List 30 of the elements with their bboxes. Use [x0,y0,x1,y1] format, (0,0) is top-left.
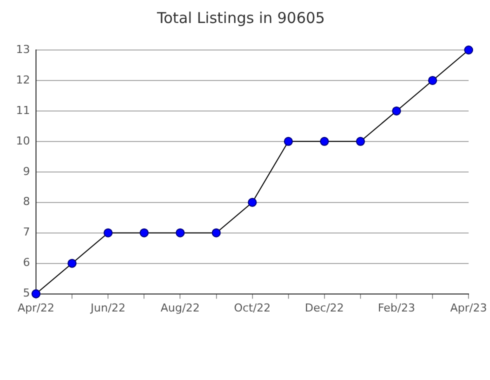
point [68,258,77,268]
x-tick-label: Apr/23 [450,301,487,314]
point [320,136,329,146]
chart-title: Total Listings in 90605 [156,8,325,27]
y-tick-label: 11 [16,104,30,117]
x-tick-label: Dec/22 [304,301,344,314]
point [392,106,402,116]
x-tick-label: Apr/22 [18,301,54,314]
point [356,136,365,146]
point [176,228,185,238]
x-tick-label: Feb/23 [378,301,416,314]
y-tick-label: 9 [22,164,30,178]
point [212,228,221,238]
y-tick-label: 5 [22,286,30,300]
y-tick-label: 8 [22,195,30,208]
point [464,46,474,54]
y-tick-label: 13 [16,42,30,56]
x-tick-label: Aug/22 [160,301,200,314]
y-tick-label: 7 [22,226,30,239]
y-tick-label: 10 [16,134,30,148]
x-tick-label: Jun/22 [90,301,126,314]
x-tick-label: Oct/22 [234,301,271,314]
y-tick-label: 12 [16,73,30,86]
point [140,228,149,238]
point [428,76,438,85]
point [248,198,257,207]
point [284,136,293,146]
point [31,289,40,298]
point [104,228,113,238]
y-tick-label: 6 [22,256,30,270]
